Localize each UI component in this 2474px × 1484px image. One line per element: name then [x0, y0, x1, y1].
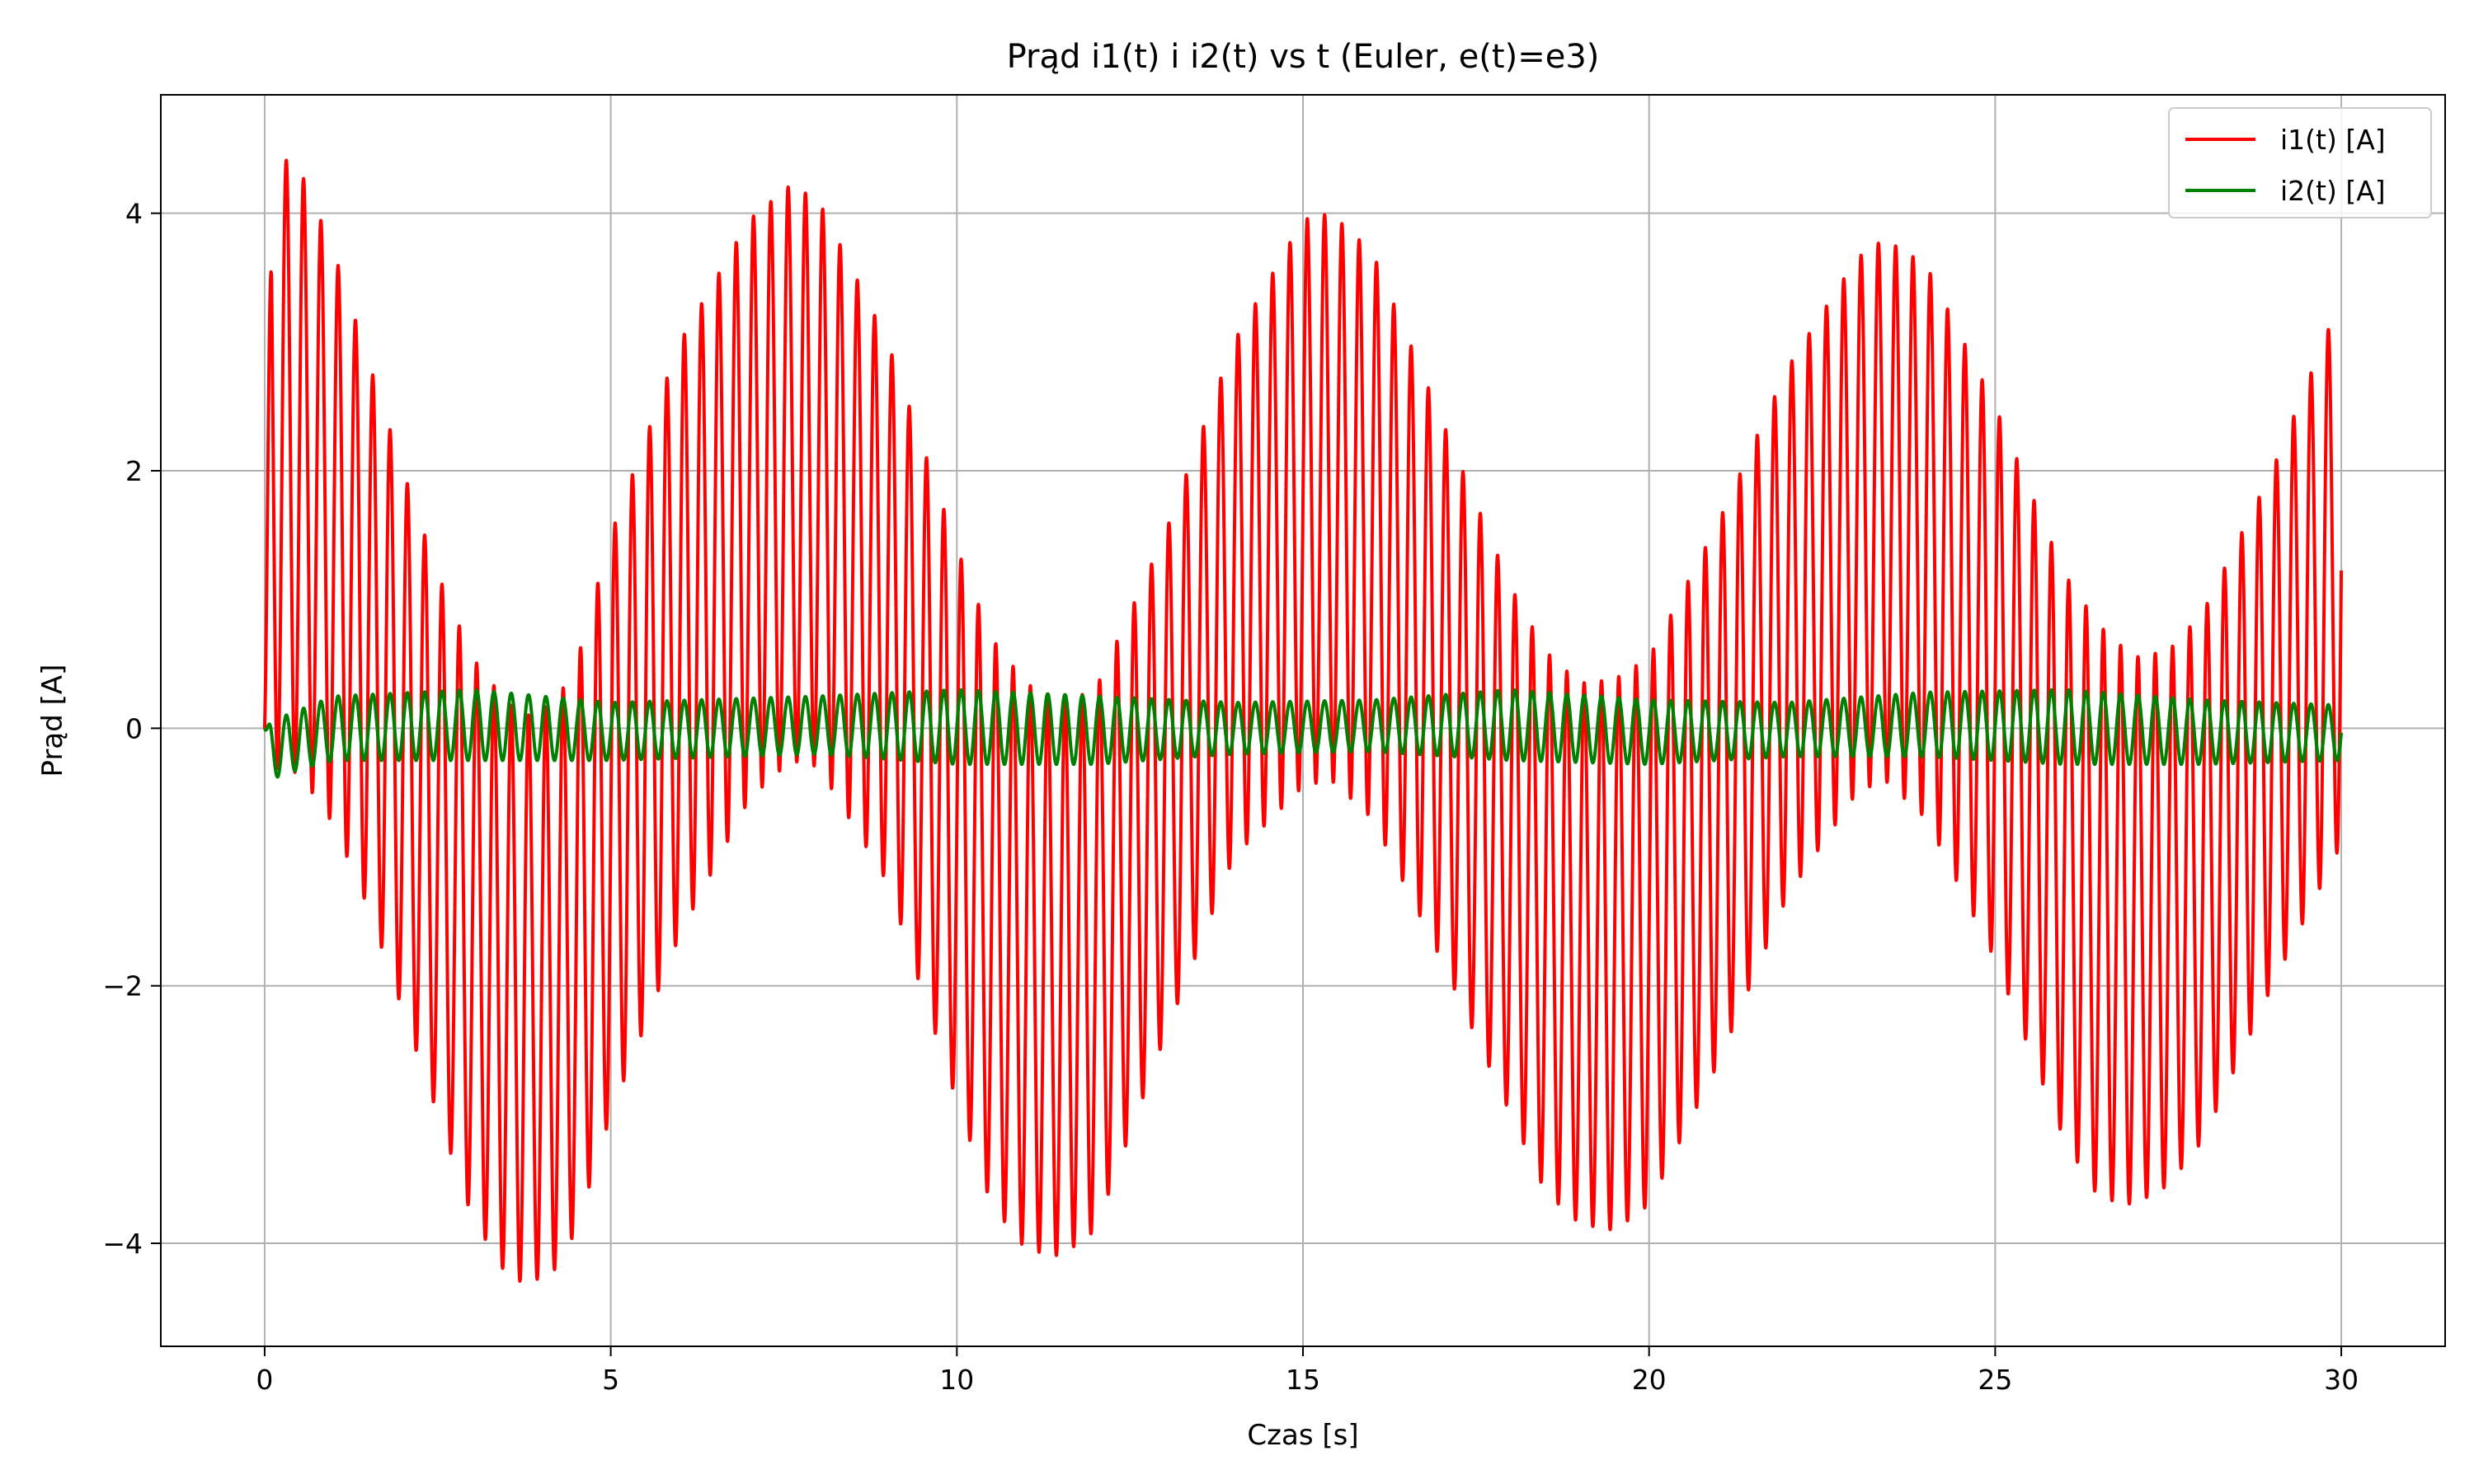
series-layer: [262, 158, 2344, 1283]
legend-label-i2: i2(t) [A]: [2280, 175, 2386, 207]
y-axis-label: Prąd [A]: [36, 665, 69, 777]
x-tick-label: 25: [1978, 1364, 2012, 1396]
x-tick-label: 5: [602, 1364, 619, 1396]
x-tick-label: 0: [256, 1364, 273, 1396]
x-axis-label: Czas [s]: [1247, 1419, 1358, 1452]
y-tick-label: −2: [102, 970, 143, 1003]
legend: i1(t) [A] i2(t) [A]: [2168, 107, 2432, 218]
x-tick-label: 15: [1286, 1364, 1320, 1396]
axis-ticks: 0 5 10 15 20 25 30 −4 −2 0 2 4: [102, 198, 2359, 1396]
series-line-i1: [262, 158, 2344, 1283]
x-tick-label: 10: [939, 1364, 974, 1396]
series-line-i2: [263, 688, 2344, 779]
chart-title: Prąd i1(t) i i2(t) vs t (Euler, e(t)=e3): [1007, 38, 1600, 76]
legend-label-i1: i1(t) [A]: [2280, 124, 2386, 156]
y-tick-label: 0: [125, 712, 143, 744]
x-tick-label: 30: [2324, 1364, 2359, 1396]
x-tick-label: 20: [1632, 1364, 1667, 1396]
y-tick-label: −4: [102, 1228, 143, 1260]
y-tick-label: 2: [125, 455, 143, 487]
y-tick-label: 4: [125, 198, 143, 230]
